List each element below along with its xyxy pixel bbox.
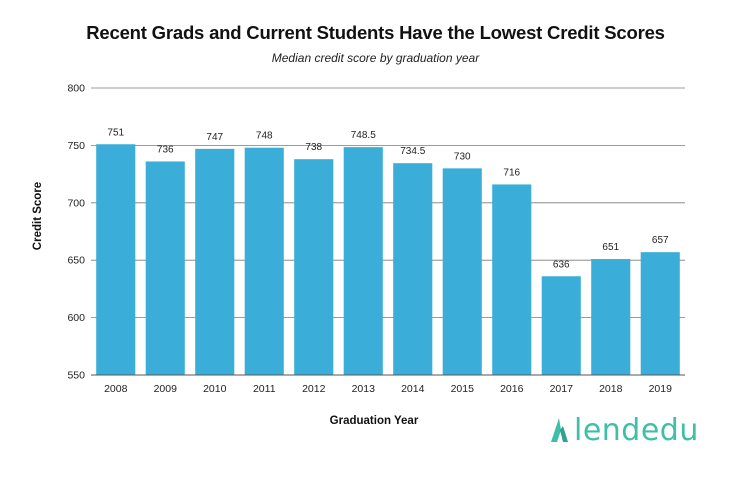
y-tick-label: 600 xyxy=(67,312,85,324)
y-axis-ticks: 550 600 650 700 750 800 xyxy=(67,83,85,382)
bars xyxy=(96,144,680,375)
logo-text: lendedu xyxy=(574,413,699,448)
x-tick-label: 2009 xyxy=(154,383,178,395)
x-tick-label: 2008 xyxy=(104,383,128,395)
bar xyxy=(343,147,383,375)
data-label: 748 xyxy=(256,131,273,142)
data-label: 736 xyxy=(157,144,174,155)
bar xyxy=(591,259,631,375)
x-tick-label: 2014 xyxy=(401,383,425,395)
bar xyxy=(541,276,581,375)
data-label: 747 xyxy=(206,132,223,143)
x-tick-label: 2019 xyxy=(649,383,673,395)
chart-title: Recent Grads and Current Students Have t… xyxy=(86,22,665,43)
bar xyxy=(640,252,680,375)
x-axis-title: Graduation Year xyxy=(330,415,419,427)
bar xyxy=(96,144,136,375)
data-label: 748.5 xyxy=(351,130,376,141)
y-tick-label: 700 xyxy=(67,197,85,209)
bar xyxy=(244,147,284,375)
y-tick-label: 750 xyxy=(67,140,85,152)
x-tick-label: 2018 xyxy=(599,383,623,395)
x-tick-label: 2012 xyxy=(302,383,326,395)
bar xyxy=(492,184,532,375)
x-tick-label: 2017 xyxy=(550,383,574,395)
data-label: 657 xyxy=(652,235,669,246)
y-tick-label: 650 xyxy=(67,255,85,267)
bar xyxy=(442,168,482,375)
y-tick-label: 550 xyxy=(67,370,85,382)
x-tick-label: 2016 xyxy=(500,383,524,395)
data-label: 636 xyxy=(553,259,570,270)
chart-subtitle: Median credit score by graduation year xyxy=(271,51,480,65)
data-label: 734.5 xyxy=(400,146,425,157)
lendedu-logo: lendedu xyxy=(548,416,699,446)
data-labels: 751 736 747 748 738 748.5 734.5 730 716 636 651 657 xyxy=(107,127,669,270)
data-label: 651 xyxy=(602,242,619,253)
lendedu-logo-icon xyxy=(551,418,568,442)
data-label: 751 xyxy=(107,127,124,138)
y-axis-title: Credit Score xyxy=(32,182,44,250)
x-tick-label: 2015 xyxy=(451,383,475,395)
x-tick-label: 2010 xyxy=(203,383,227,395)
bar xyxy=(294,159,334,375)
data-label: 730 xyxy=(454,151,471,162)
x-axis-ticks: 2008 2009 2010 2011 2012 2013 2014 2015 2016 2017… xyxy=(104,383,672,395)
y-tick-label: 800 xyxy=(67,83,85,95)
data-label: 738 xyxy=(305,142,322,153)
data-label: 716 xyxy=(503,167,520,178)
bar xyxy=(393,163,433,375)
bar xyxy=(195,148,235,375)
x-tick-label: 2011 xyxy=(253,383,276,395)
bar xyxy=(145,161,185,375)
x-tick-label: 2013 xyxy=(352,383,376,395)
